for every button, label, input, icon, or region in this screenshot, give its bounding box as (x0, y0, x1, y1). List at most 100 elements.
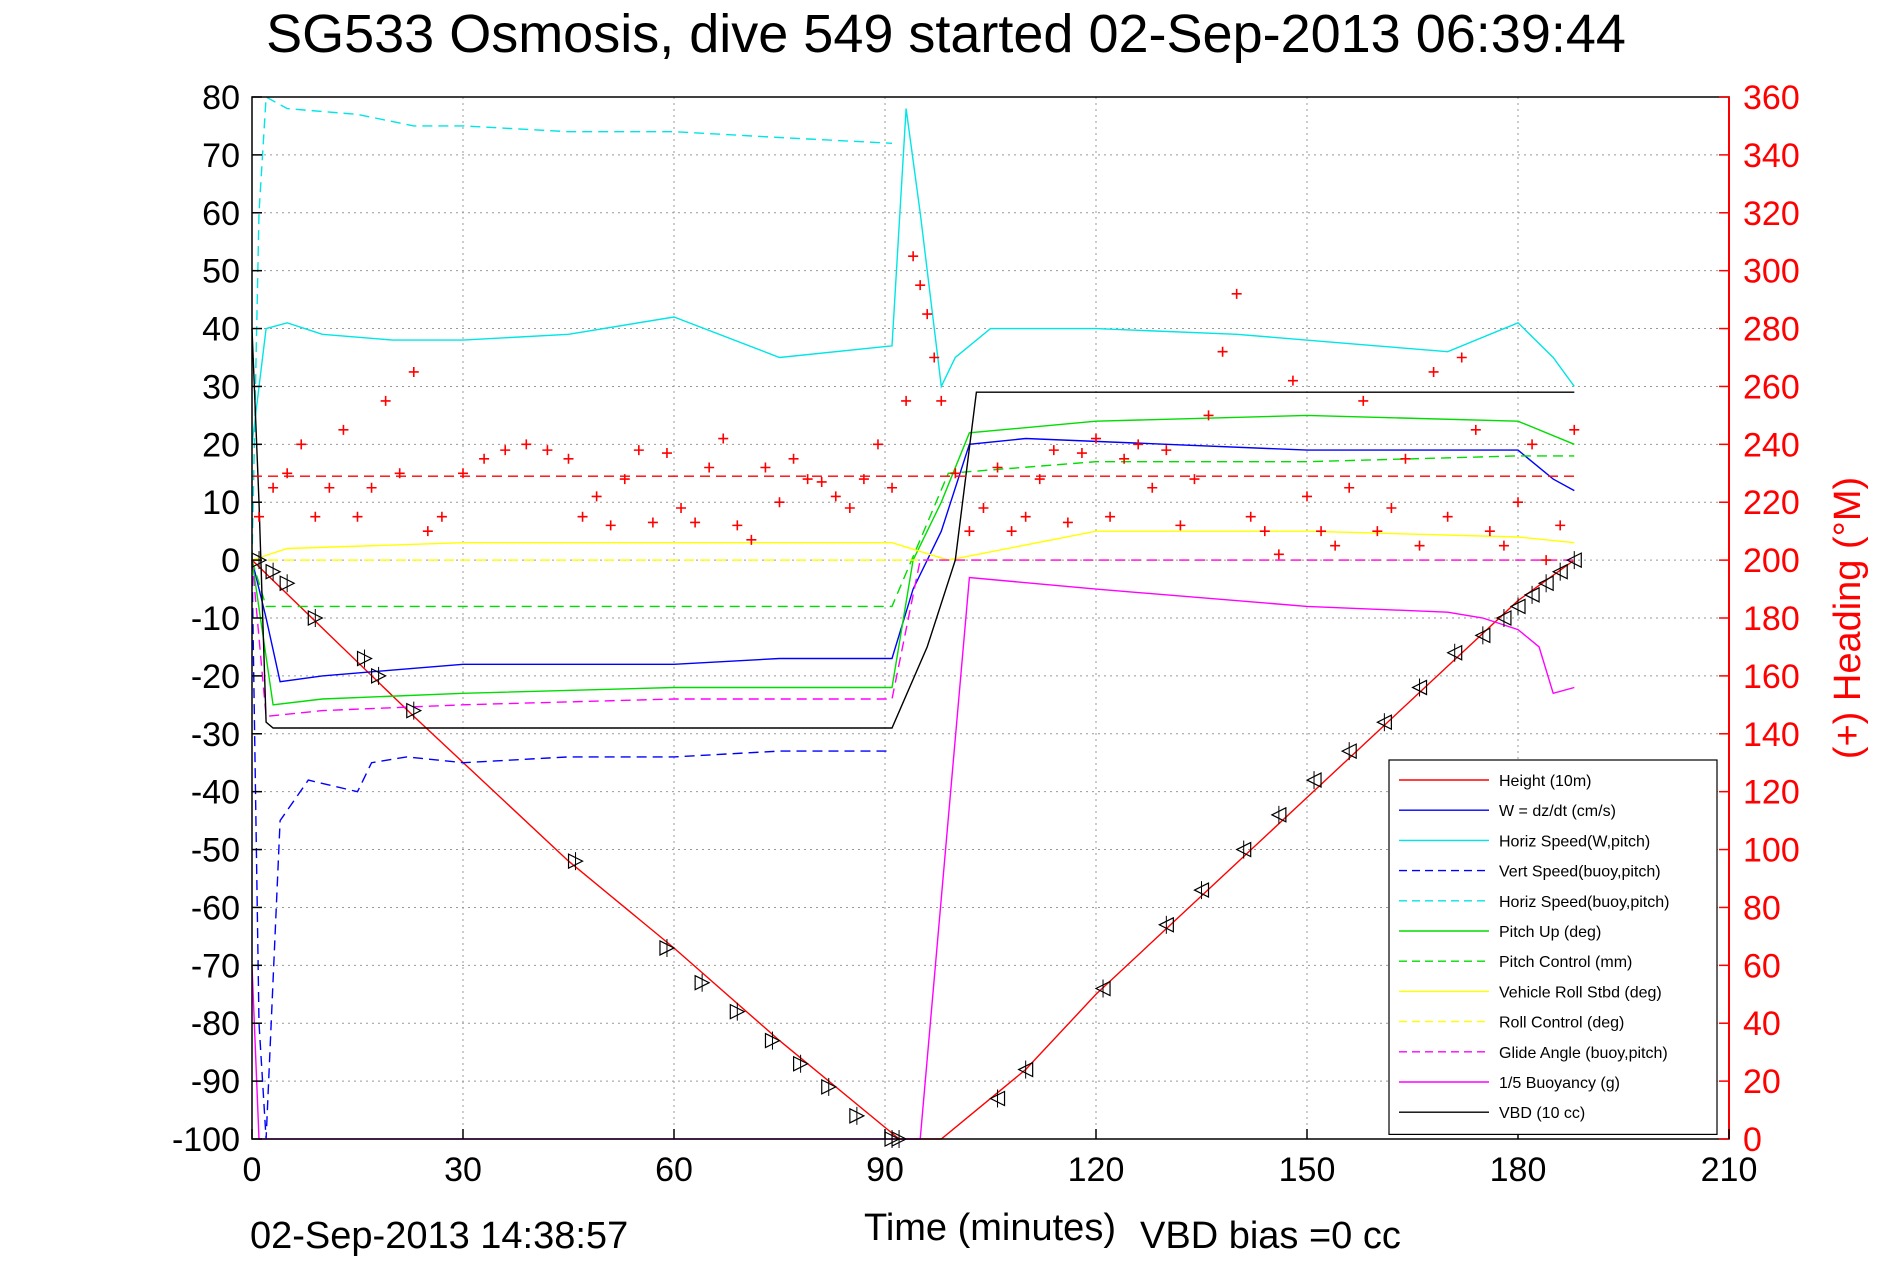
right-axis-label: (+) Heading (°M) (1827, 477, 1869, 759)
heading-point (1091, 433, 1101, 444)
heading-point (760, 462, 771, 473)
y2-tick-label: 40 (1743, 1005, 1781, 1043)
heading-point (661, 448, 672, 459)
heading-point (1048, 445, 1059, 456)
heading-point (774, 497, 785, 508)
heading-point (591, 491, 602, 502)
x-tick-label: 90 (866, 1151, 904, 1189)
heading-point (1513, 497, 1523, 508)
heading-point (1133, 439, 1144, 450)
y2-tick-label: 220 (1743, 484, 1800, 522)
heading-point (1147, 482, 1158, 493)
heading-point (1456, 352, 1467, 363)
y2-tick-label: 260 (1743, 368, 1800, 406)
heading-point (718, 433, 729, 444)
heading-point (1484, 526, 1495, 537)
y-tick-label: 20 (202, 426, 240, 464)
y-tick-label: -50 (191, 832, 240, 870)
heading-point (1119, 453, 1130, 464)
heading-point (1189, 474, 1200, 485)
heading-point (816, 476, 827, 487)
x-tick-label: 30 (444, 1151, 482, 1189)
y2-tick-label: 120 (1743, 774, 1800, 812)
heading-point (366, 482, 377, 493)
y-tick-label: -60 (191, 889, 240, 927)
y2-tick-label: 240 (1743, 426, 1800, 464)
heading-point (732, 520, 743, 531)
heading-point (915, 280, 926, 291)
footer-timestamp: 02-Sep-2013 14:38:57 (250, 1215, 628, 1257)
y2-tick-label: 0 (1743, 1121, 1762, 1159)
legend-label: Pitch Up (deg) (1499, 924, 1601, 941)
legend-label: Vehicle Roll Stbd (deg) (1499, 984, 1662, 1001)
heading-point (964, 526, 975, 537)
y-tick-label: -90 (191, 1063, 240, 1101)
y2-tick-label: 360 (1743, 79, 1800, 117)
heading-point (1203, 410, 1214, 421)
series-vbd-10-cc (251, 328, 1575, 729)
y-tick-label: 0 (221, 542, 240, 580)
heading-point (324, 482, 335, 493)
x-axis-label: Time (minutes) (864, 1207, 1116, 1249)
footer-vbd-bias: VBD bias =0 cc (1140, 1215, 1401, 1257)
legend-label: Pitch Control (mm) (1499, 954, 1632, 971)
x-tick-label: 60 (655, 1151, 693, 1189)
y2-tick-label: 140 (1743, 716, 1800, 754)
heading-point (542, 445, 553, 456)
left-axis: 80 70 60 50 40 30 20 10 0 -10 -20 -30 -40 -50 -60 -70 -8… (172, 79, 262, 1159)
heading-point (1076, 448, 1087, 459)
heading-point (1386, 503, 1397, 514)
heading-point (746, 534, 757, 545)
heading-point (1527, 439, 1538, 450)
heading-point (1273, 549, 1284, 560)
heading-point (577, 511, 588, 522)
legend-label: W = dz/dt (cm/s) (1499, 803, 1616, 820)
legend-label: Vert Speed(buoy,pitch) (1499, 864, 1661, 881)
y-tick-label: -40 (191, 774, 240, 812)
heading-point (992, 462, 1003, 473)
series-horiz-speed-buoy-pitch (251, 95, 893, 561)
x-axis: 0 30 60 90 120 150 180 210 (243, 1129, 1757, 1189)
heading-point (1217, 346, 1228, 357)
y-tick-label: -70 (191, 947, 240, 985)
heading-point (788, 453, 799, 464)
heading-point (422, 526, 433, 537)
heading-point (1344, 482, 1355, 493)
heading-point (1020, 511, 1031, 522)
heading-point (1231, 288, 1242, 299)
legend-label: Horiz Speed(buoy,pitch) (1499, 894, 1669, 911)
heading-point (704, 462, 715, 473)
heading-point (1428, 366, 1439, 377)
heading-point (436, 511, 447, 522)
heading-point (310, 511, 321, 522)
heading-point (1555, 520, 1566, 531)
heading-point (1358, 395, 1369, 406)
y-tick-label: 60 (202, 195, 240, 233)
legend-label: VBD (10 cc) (1499, 1105, 1585, 1122)
plot-area (251, 95, 1582, 1148)
heading-point (1470, 424, 1481, 435)
heading-point (936, 395, 947, 406)
heading-point (1498, 540, 1509, 551)
heading-point (1569, 424, 1580, 435)
heading-point (254, 511, 265, 522)
y2-tick-label: 60 (1743, 947, 1781, 985)
heading-point (1400, 453, 1411, 464)
heading-point (633, 445, 644, 456)
y-tick-label: -30 (191, 716, 240, 754)
series-pitch-control-mm (251, 455, 1575, 608)
heading-point (1245, 511, 1256, 522)
heading-point (1287, 375, 1298, 386)
x-tick-label: 0 (243, 1151, 262, 1189)
y2-tick-label: 80 (1743, 889, 1781, 927)
y-tick-label: -20 (191, 658, 240, 696)
heading-point (950, 468, 961, 479)
heading-point (1259, 526, 1270, 537)
heading-point (1161, 445, 1172, 456)
y2-tick-label: 200 (1743, 542, 1800, 580)
legend-label: Height (10m) (1499, 773, 1591, 790)
heading-point (352, 511, 363, 522)
legend-box (1388, 759, 1718, 1135)
y2-tick-label: 160 (1743, 658, 1800, 696)
heading-point (338, 424, 349, 435)
